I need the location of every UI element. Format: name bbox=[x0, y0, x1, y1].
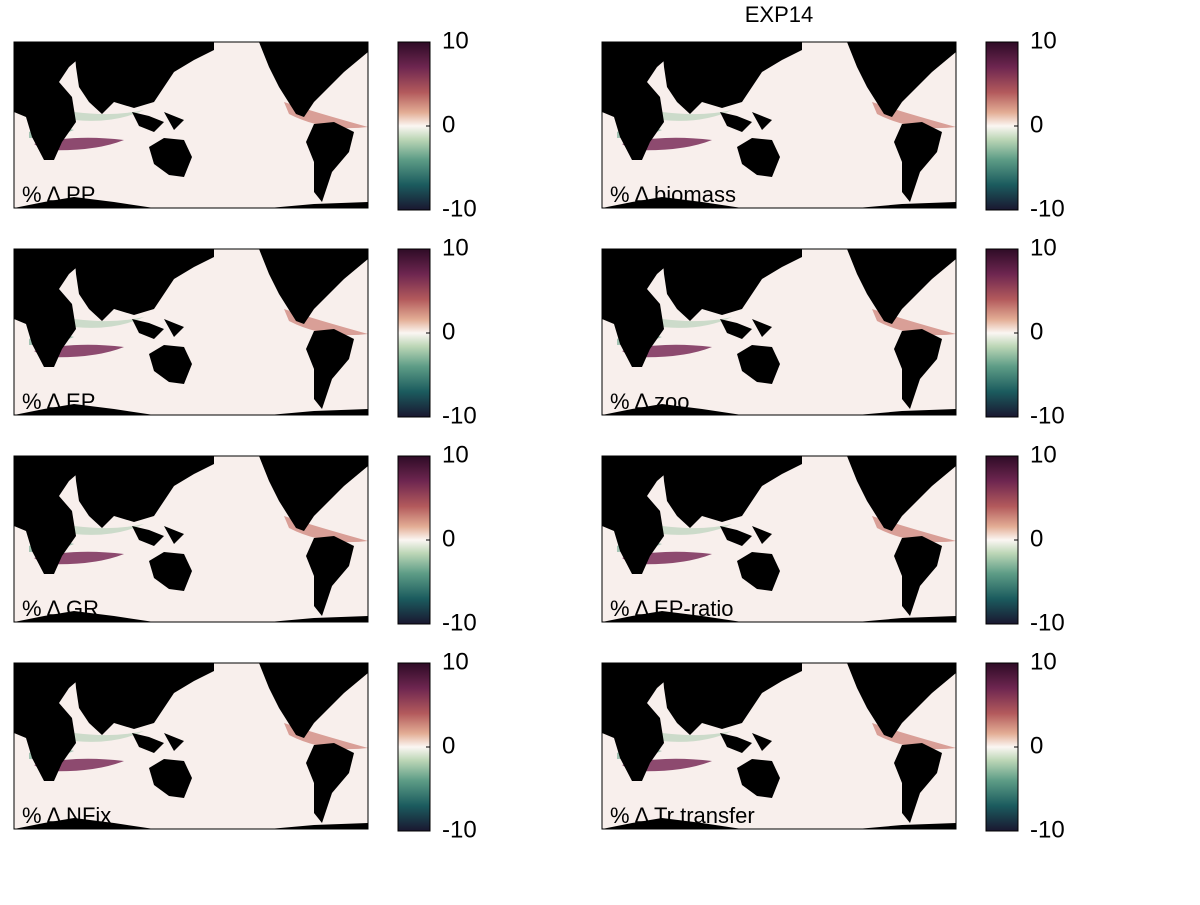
colorbar-tick-label: -10 bbox=[1030, 402, 1065, 429]
panel-label: % Δ EP bbox=[22, 389, 95, 414]
map-panel: % Δ biomass bbox=[601, 41, 957, 209]
colorbar-tick-label: 10 bbox=[442, 27, 469, 54]
colorbar-tick-label: 0 bbox=[1030, 318, 1043, 345]
map-frame bbox=[13, 248, 369, 416]
colorbar-tick-label: -10 bbox=[442, 402, 477, 429]
map-panel: % Δ EP bbox=[13, 248, 369, 416]
colorbar-tick-label: 0 bbox=[1030, 732, 1043, 759]
colorbar-tick-label: -10 bbox=[442, 609, 477, 636]
colorbar bbox=[397, 455, 431, 625]
colorbar bbox=[397, 662, 431, 832]
map-frame bbox=[13, 41, 369, 209]
figure-title: EXP14 bbox=[745, 2, 814, 27]
colorbar-tick-label: 10 bbox=[1030, 234, 1057, 261]
panel-label: % Δ PP bbox=[22, 182, 95, 207]
colorbar bbox=[397, 248, 431, 418]
panel-label: % Δ NFix bbox=[22, 803, 111, 828]
colorbar-tick-label: 0 bbox=[1030, 525, 1043, 552]
colorbar bbox=[985, 41, 1019, 211]
map-frame bbox=[601, 662, 957, 830]
colorbar-tick-label: 10 bbox=[1030, 441, 1057, 468]
colorbar-tick-label: 0 bbox=[442, 732, 455, 759]
colorbar-tick-label: 0 bbox=[1030, 111, 1043, 138]
colorbar bbox=[985, 662, 1019, 832]
colorbar-tick-label: 10 bbox=[442, 234, 469, 261]
colorbar bbox=[397, 41, 431, 211]
map-panel: % Δ Tr transfer bbox=[601, 662, 957, 830]
map-panel: % Δ NFix bbox=[13, 662, 369, 830]
colorbar-tick-label: 10 bbox=[442, 648, 469, 675]
colorbar-tick-label: -10 bbox=[442, 195, 477, 222]
colorbar-tick-label: 10 bbox=[1030, 648, 1057, 675]
colorbar-tick-label: -10 bbox=[1030, 195, 1065, 222]
map-panel: % Δ zoo bbox=[601, 248, 957, 416]
colorbar bbox=[985, 248, 1019, 418]
map-frame bbox=[601, 455, 957, 623]
colorbar bbox=[985, 455, 1019, 625]
panel-label: % Δ GR bbox=[22, 596, 99, 621]
colorbar-tick-label: -10 bbox=[1030, 609, 1065, 636]
map-panel: % Δ GR bbox=[13, 455, 369, 623]
panel-label: % Δ EP-ratio bbox=[610, 596, 734, 621]
colorbar-tick-label: -10 bbox=[442, 816, 477, 843]
colorbar-tick-label: 0 bbox=[442, 318, 455, 345]
colorbar-tick-label: 10 bbox=[1030, 27, 1057, 54]
map-panel: % Δ PP bbox=[13, 41, 369, 209]
panel-label: % Δ Tr transfer bbox=[610, 803, 755, 828]
map-frame bbox=[601, 41, 957, 209]
colorbar-tick-label: 10 bbox=[442, 441, 469, 468]
map-frame bbox=[13, 455, 369, 623]
map-frame bbox=[601, 248, 957, 416]
colorbar-tick-label: -10 bbox=[1030, 816, 1065, 843]
panel-label: % Δ zoo bbox=[610, 389, 690, 414]
panel-label: % Δ biomass bbox=[610, 182, 736, 207]
map-panel: % Δ EP-ratio bbox=[601, 455, 957, 623]
map-frame bbox=[13, 662, 369, 830]
colorbar-tick-label: 0 bbox=[442, 525, 455, 552]
colorbar-tick-label: 0 bbox=[442, 111, 455, 138]
